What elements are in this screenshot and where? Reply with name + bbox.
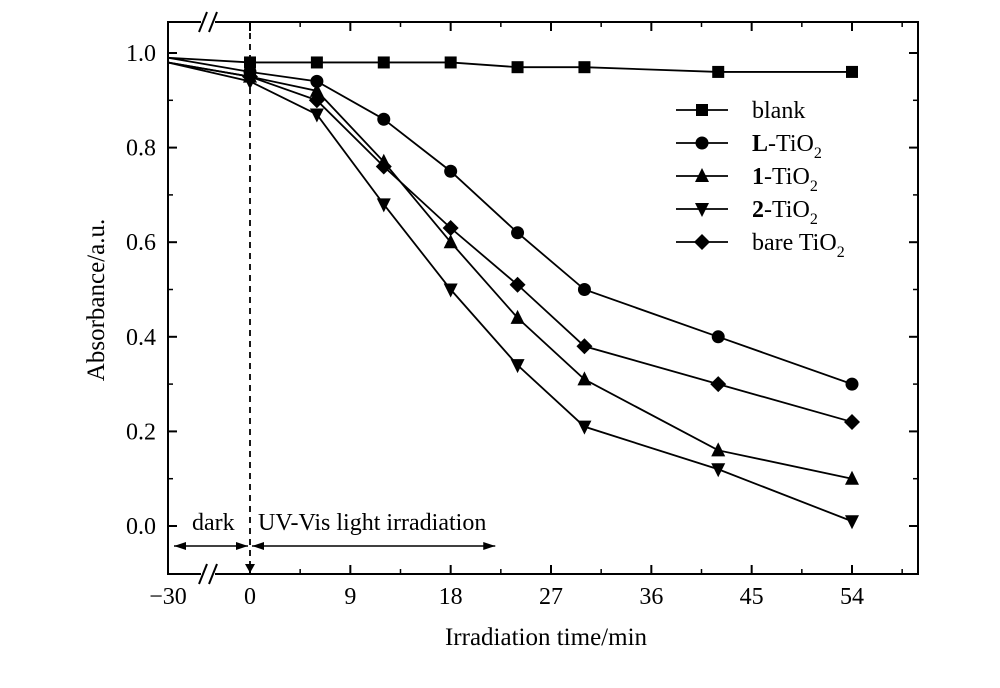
y-tick-label: 0.4	[126, 325, 156, 351]
series-bare-tio2	[167, 61, 860, 430]
legend-marker	[695, 168, 709, 182]
data-point	[244, 56, 256, 69]
legend-label: blank	[752, 98, 805, 124]
data-point	[443, 283, 458, 298]
legend-label: 1-TiO2	[752, 164, 818, 195]
axis-break-top	[198, 11, 218, 33]
data-point	[712, 65, 725, 78]
series-line	[167, 61, 853, 480]
data-point	[511, 61, 524, 74]
data-point	[444, 164, 458, 178]
axes: 0.0 0.2 0.4 0.6 0.8 1.0 −30 0 9 18 27 36 45 54	[126, 11, 919, 610]
data-point	[510, 309, 525, 324]
x-tick-label: 0	[244, 584, 256, 610]
data-point	[309, 108, 324, 123]
legend-entry: blank	[676, 98, 805, 124]
data-point	[845, 515, 859, 530]
x-tick-label: 54	[840, 584, 864, 610]
x-tick-label: 36	[639, 584, 663, 610]
data-point	[443, 234, 458, 249]
data-point	[310, 74, 324, 88]
data-point	[509, 276, 526, 293]
data-point	[444, 56, 457, 69]
data-point	[845, 470, 859, 485]
light-arrow	[252, 542, 496, 550]
legend-marker	[695, 203, 709, 217]
data-point	[442, 220, 459, 237]
data-point	[309, 82, 324, 97]
legend-marker	[694, 234, 710, 250]
axis-break-bottom	[198, 563, 218, 585]
data-point	[577, 283, 591, 296]
data-point	[711, 463, 726, 478]
legend-marker	[696, 104, 708, 116]
y-tick-label: 0.6	[126, 230, 156, 256]
dark-arrow	[174, 542, 248, 550]
y-tick-label: 0.0	[126, 514, 156, 540]
annotations: dark UV-Vis light irradiation	[174, 510, 496, 550]
data-point	[375, 158, 392, 175]
data-point	[242, 68, 258, 85]
y-axis-title: Absorbance/a.u.	[83, 219, 110, 381]
legend-label: 2-TiO2	[752, 197, 818, 228]
data-point	[377, 56, 390, 69]
y-tick-label: 0.2	[126, 419, 156, 445]
series-line	[167, 61, 853, 423]
plot-area	[245, 22, 255, 574]
series-l-tio2	[167, 56, 859, 391]
series-line	[167, 56, 852, 73]
legend-entry: bare TiO2	[676, 230, 845, 261]
legend-label: bare TiO2	[752, 230, 845, 261]
data-point	[376, 198, 391, 213]
x-axis-title: Irradiation time/min	[445, 624, 648, 651]
legend-entry: 1-TiO2	[676, 164, 818, 195]
series-line	[167, 61, 853, 523]
legend-entry: L-TiO2	[676, 131, 822, 162]
data-point	[578, 61, 591, 74]
x-tick-label: −30	[149, 584, 187, 610]
data-point	[710, 376, 727, 393]
x-tick-label: 9	[344, 584, 356, 610]
series-2-tio2	[167, 61, 859, 530]
data-point	[846, 65, 858, 78]
dark-label: dark	[192, 510, 235, 536]
data-point	[577, 420, 592, 435]
y-tick-label: 0.8	[126, 136, 156, 162]
legend-label: L-TiO2	[752, 131, 822, 162]
plot-frame	[167, 21, 919, 575]
light-label: UV-Vis light irradiation	[258, 510, 486, 536]
x-tick-label: 45	[740, 584, 764, 610]
legend-entry: 2-TiO2	[676, 197, 818, 228]
x-tick-label: 18	[439, 584, 463, 610]
legend-marker	[695, 136, 709, 150]
series-blank	[167, 56, 858, 78]
data-point	[711, 442, 726, 457]
series-line	[167, 56, 853, 385]
y-tick-label: 1.0	[126, 41, 156, 67]
series-group	[167, 56, 860, 530]
data-point	[511, 226, 525, 240]
data-point	[844, 413, 860, 430]
x-tick-label: 27	[539, 584, 563, 610]
data-point	[711, 330, 725, 344]
data-point	[510, 359, 525, 374]
data-point	[845, 377, 859, 391]
series-1-tio2	[167, 61, 859, 485]
data-point	[577, 371, 592, 386]
data-point	[310, 56, 323, 69]
data-point	[308, 92, 325, 109]
data-point	[377, 112, 391, 126]
data-point	[576, 338, 593, 355]
